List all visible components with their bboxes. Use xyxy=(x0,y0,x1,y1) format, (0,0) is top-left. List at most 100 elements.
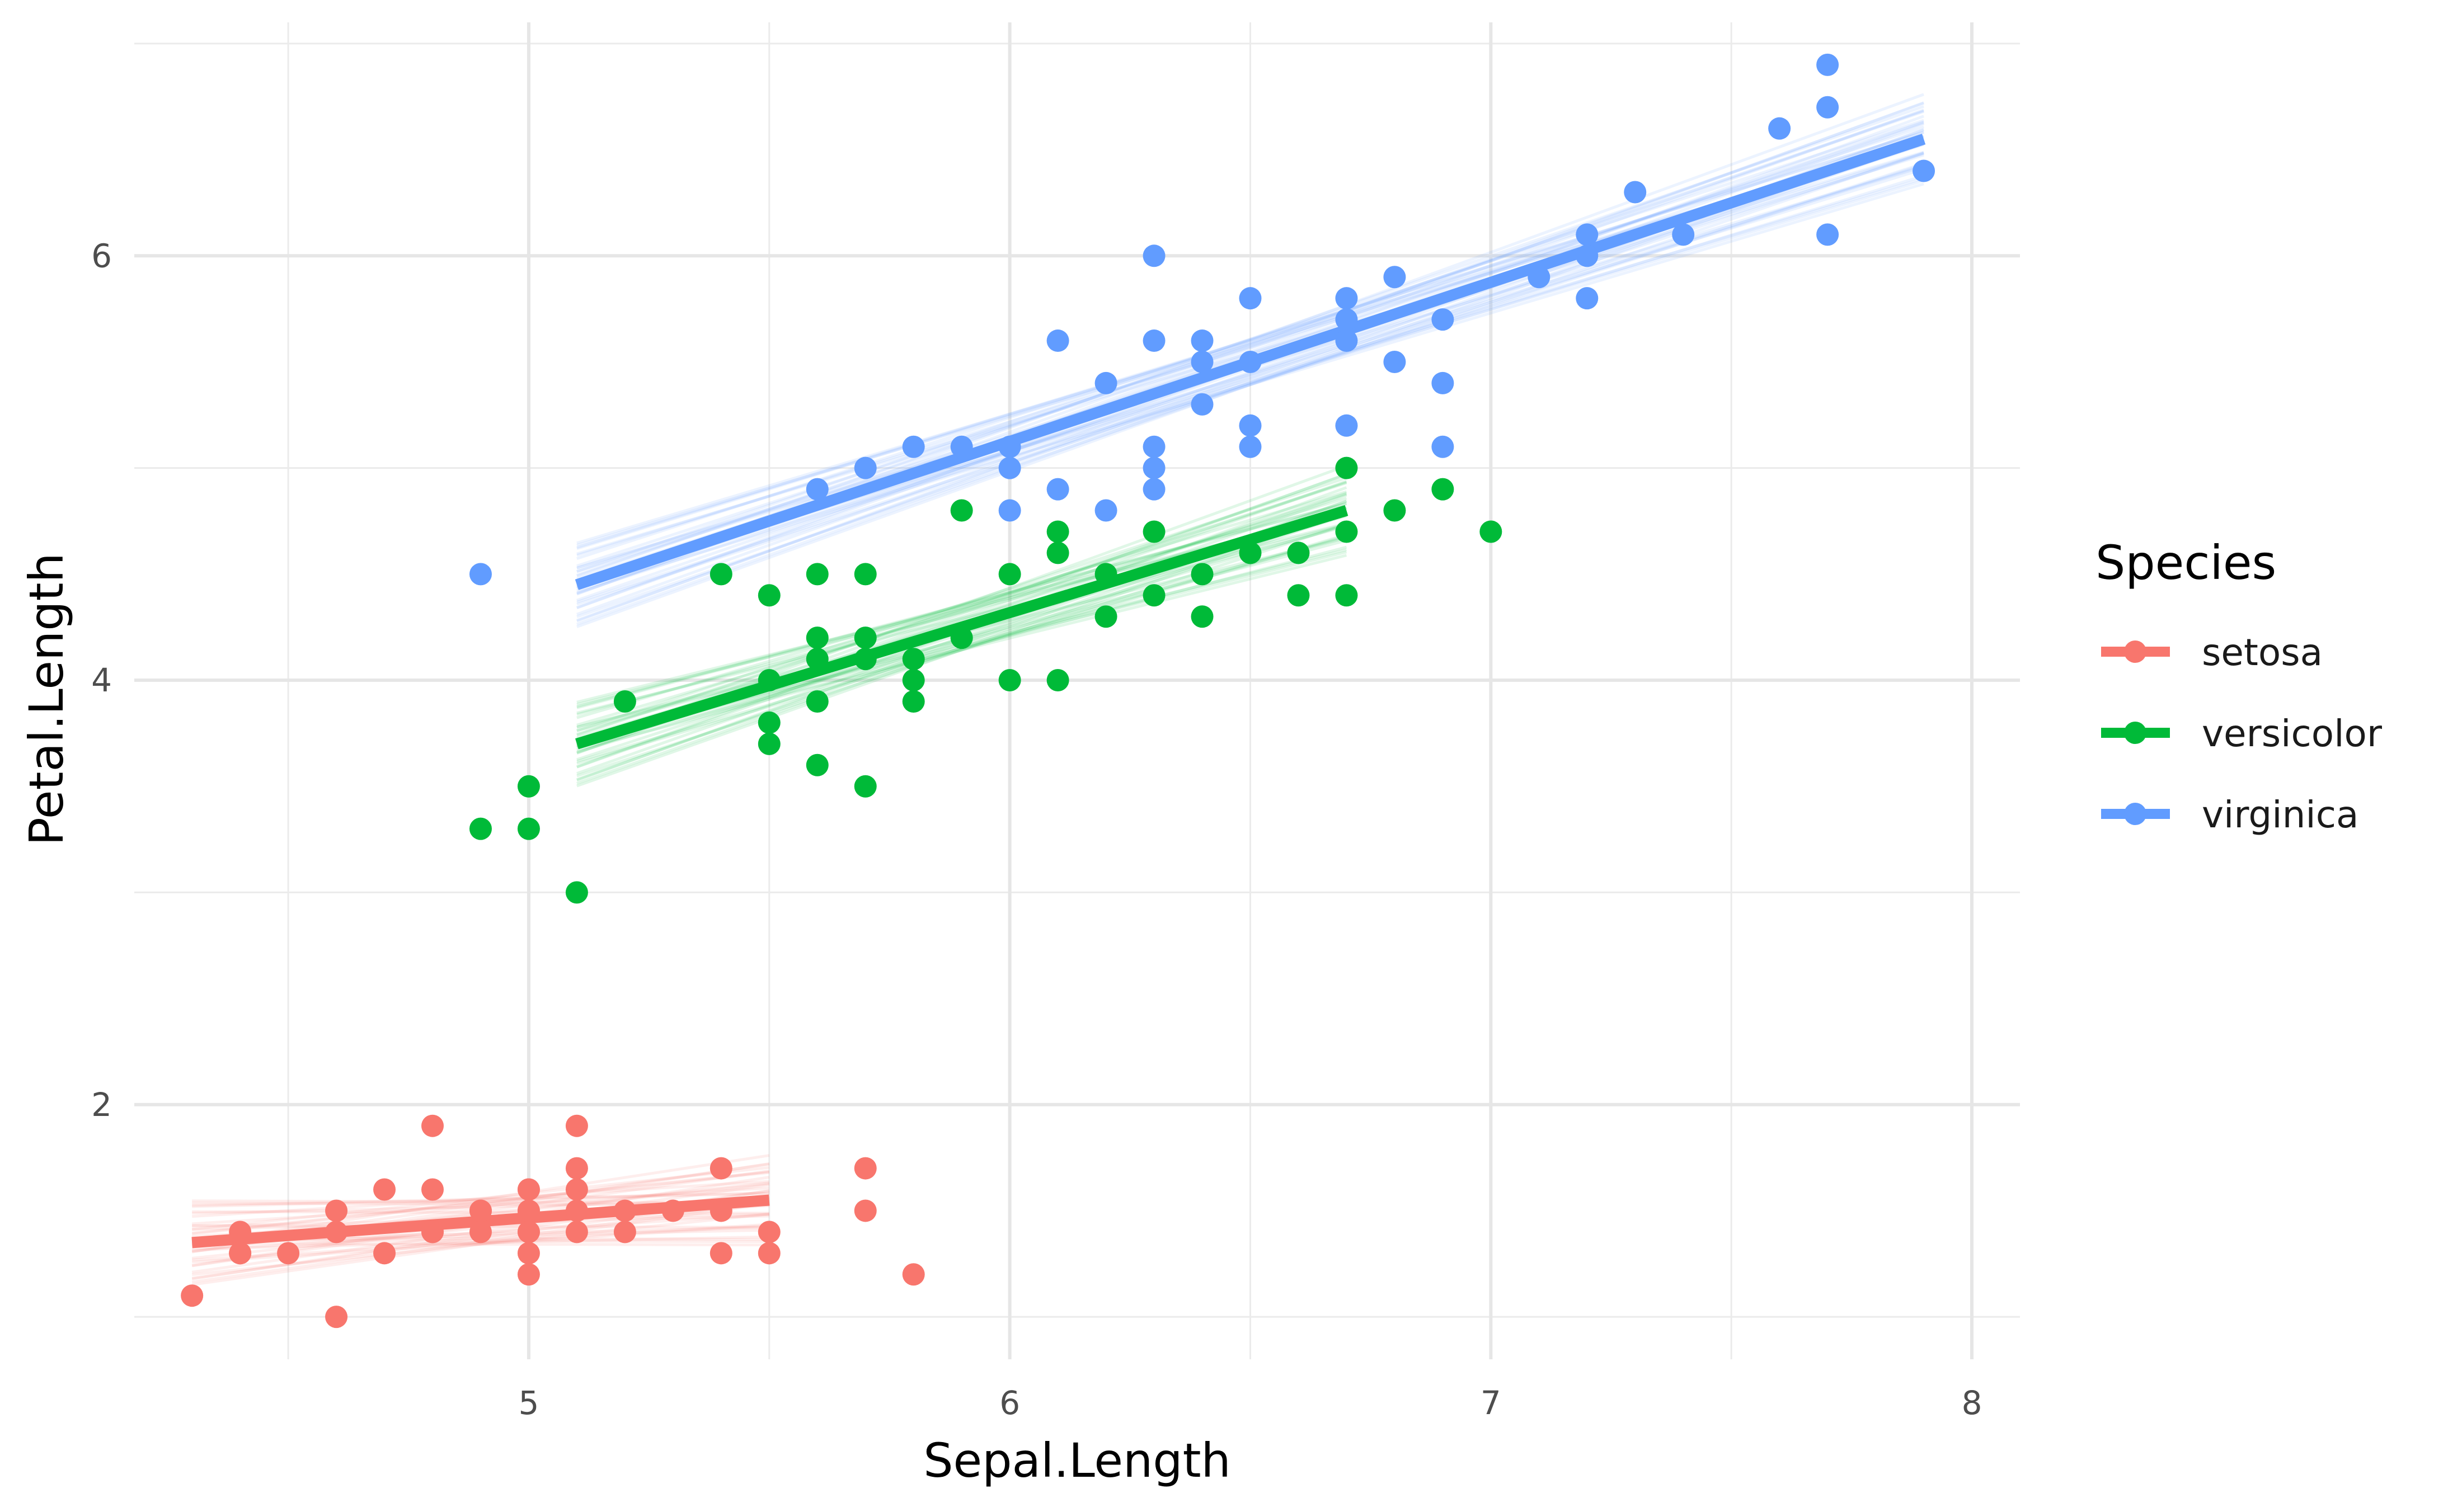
virginica-point xyxy=(1191,329,1214,352)
versicolor-point xyxy=(565,881,588,904)
versicolor-fit-band-line xyxy=(576,464,1347,747)
versicolor-point xyxy=(998,669,1021,692)
virginica-point xyxy=(1576,244,1599,267)
virginica-point xyxy=(1239,287,1262,310)
setosa-fit-band-line xyxy=(191,1166,770,1231)
virginica-fit-band-line xyxy=(576,152,1924,595)
legend-label-versicolor: versicolor xyxy=(2202,712,2383,755)
setosa-point xyxy=(854,1157,877,1180)
setosa-point xyxy=(710,1242,732,1265)
versicolor-point xyxy=(469,817,492,840)
versicolor-point xyxy=(758,669,781,692)
versicolor-point xyxy=(710,563,732,586)
versicolor-fit-band-line xyxy=(576,502,1347,708)
setosa-point xyxy=(565,1178,588,1201)
versicolor-point xyxy=(1287,541,1310,564)
virginica-fit-band-line xyxy=(576,141,1924,628)
virginica-point xyxy=(1383,266,1406,289)
versicolor-point xyxy=(902,648,925,671)
virginica-point xyxy=(1672,223,1695,246)
virginica-point xyxy=(1143,329,1166,352)
virginica-point xyxy=(1143,244,1166,267)
setosa-fit-band-line xyxy=(191,1212,770,1277)
virginica-point xyxy=(1576,223,1599,246)
setosa-point xyxy=(517,1199,540,1222)
virginica-point xyxy=(1094,371,1117,394)
virginica-fit-band-line xyxy=(576,93,1924,587)
setosa-point xyxy=(517,1263,540,1286)
versicolor-point xyxy=(1046,669,1069,692)
y-tick-label: 4 xyxy=(91,661,112,699)
versicolor-point xyxy=(998,563,1021,586)
setosa-point xyxy=(565,1114,588,1137)
versicolor-fit-band-line xyxy=(576,502,1347,709)
virginica-fit-band-line xyxy=(576,163,1924,606)
versicolor-fit-band-line xyxy=(576,481,1347,737)
virginica-fit-band-line xyxy=(576,110,1924,578)
x-axis-ticks: 5 6 7 8 xyxy=(518,1384,1982,1422)
versicolor-point xyxy=(1191,563,1214,586)
x-tick-label: 8 xyxy=(1962,1384,1982,1422)
setosa-point xyxy=(565,1221,588,1243)
versicolor-point xyxy=(517,775,540,798)
virginica-point xyxy=(902,435,925,458)
virginica-point xyxy=(1046,329,1069,352)
versicolor-point xyxy=(902,690,925,713)
virginica-point xyxy=(854,456,877,479)
legend-label-setosa: setosa xyxy=(2202,631,2323,674)
virginica-point xyxy=(1239,414,1262,437)
setosa-point xyxy=(229,1242,252,1265)
virginica-point xyxy=(1383,350,1406,373)
versicolor-point xyxy=(758,732,781,755)
virginica-fit-band-line xyxy=(576,130,1924,549)
versicolor-point xyxy=(1094,605,1117,628)
virginica-fit-band-line xyxy=(576,162,1924,604)
virginica-point xyxy=(998,435,1021,458)
virginica-point xyxy=(1191,350,1214,373)
y-axis-ticks: 2 4 6 xyxy=(91,237,112,1123)
y-tick-label: 6 xyxy=(91,237,112,275)
legend-title: Species xyxy=(2095,535,2276,590)
setosa-point xyxy=(854,1199,877,1222)
versicolor-point xyxy=(517,817,540,840)
setosa-point xyxy=(517,1242,540,1265)
legend-label-virginica: virginica xyxy=(2202,793,2359,836)
versicolor-point xyxy=(806,563,829,586)
virginica-point xyxy=(1239,350,1262,373)
versicolor-point xyxy=(1046,541,1069,564)
versicolor-fit-band-line xyxy=(576,481,1347,736)
virginica-point xyxy=(1143,435,1166,458)
setosa-point xyxy=(517,1178,540,1201)
versicolor-point xyxy=(806,627,829,649)
versicolor-point xyxy=(854,627,877,649)
setosa-point xyxy=(565,1199,588,1222)
versicolor-point xyxy=(950,627,973,649)
virginica-fit-band-line xyxy=(576,152,1924,618)
setosa-point xyxy=(758,1221,781,1243)
virginica-point xyxy=(1576,287,1599,310)
versicolor-point xyxy=(1239,541,1262,564)
setosa-fit-band-line xyxy=(192,1191,769,1207)
versicolor-point xyxy=(1143,520,1166,543)
virginica-point xyxy=(1335,329,1358,352)
virginica-fit-band-line xyxy=(576,131,1924,550)
virginica-point xyxy=(1816,223,1839,246)
versicolor-point xyxy=(1046,520,1069,543)
virginica-point xyxy=(1335,414,1358,437)
virginica-point xyxy=(1913,159,1935,182)
virginica-point xyxy=(950,435,973,458)
setosa-point xyxy=(469,1221,492,1243)
virginica-point xyxy=(806,478,829,501)
versicolor-point xyxy=(806,648,829,671)
virginica-point xyxy=(998,456,1021,479)
versicolor-fit-band-line xyxy=(576,490,1347,719)
setosa-point xyxy=(710,1157,732,1180)
virginica-point xyxy=(1191,393,1214,416)
setosa-point xyxy=(661,1199,684,1222)
versicolor-point xyxy=(1143,584,1166,607)
versicolor-fit-band-line xyxy=(576,512,1347,788)
setosa-point xyxy=(325,1221,348,1243)
virginica-point xyxy=(1431,308,1454,331)
setosa-point xyxy=(325,1199,348,1222)
setosa-point xyxy=(325,1306,348,1329)
